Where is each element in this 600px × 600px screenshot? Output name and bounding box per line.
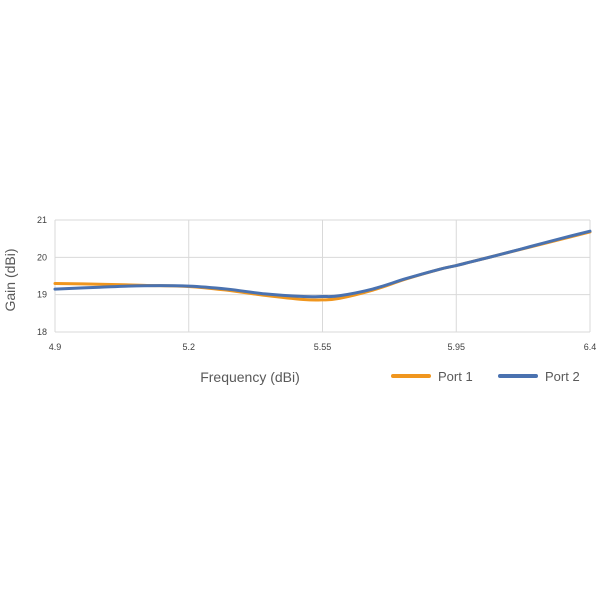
x-tick-label: 5.95: [447, 342, 465, 352]
y-axis-title: Gain (dBi): [2, 248, 18, 311]
legend-item-port-1: Port 1: [391, 369, 473, 384]
series-layer: [53, 229, 592, 302]
x-tick-label: 4.9: [49, 342, 62, 352]
y-axis-ticks: 18 19 20 21: [37, 215, 47, 337]
series-line-port-2: [53, 229, 592, 299]
grid-lines: [54, 219, 591, 333]
x-tick-label: 6.4: [584, 342, 597, 352]
y-tick-label: 18: [37, 327, 47, 337]
x-tick-label: 5.2: [182, 342, 195, 352]
x-axis-ticks: 4.9 5.2 5.55 5.95 6.4: [49, 342, 597, 352]
y-tick-label: 21: [37, 215, 47, 225]
x-tick-label: 5.55: [314, 342, 332, 352]
x-axis-title: Frequency (dBi): [200, 369, 300, 385]
legend-label-port-2: Port 2: [545, 369, 580, 384]
legend-item-port-2: Port 2: [498, 369, 580, 384]
legend-label-port-1: Port 1: [438, 369, 473, 384]
legend: Port 1 Port 2: [391, 369, 580, 384]
y-tick-label: 19: [37, 290, 47, 300]
y-tick-label: 20: [37, 252, 47, 262]
